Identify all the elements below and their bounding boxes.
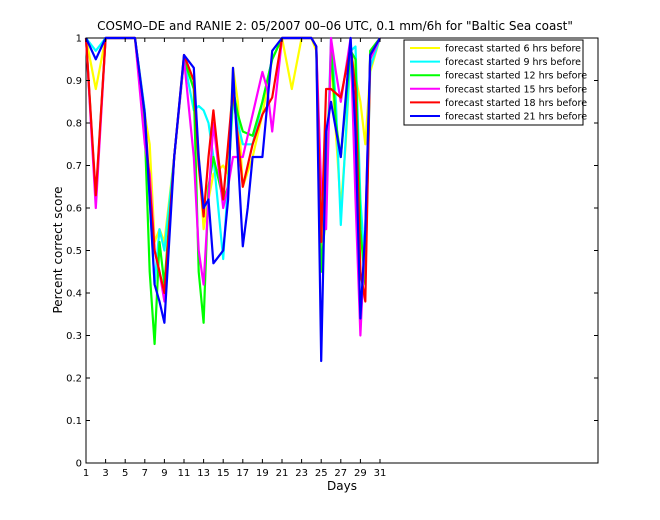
x-tick-label: 19 [256,468,269,479]
legend-entry: forecast started 18 hrs before [445,98,587,109]
x-tick-label: 7 [142,468,148,479]
y-tick-label: 0.7 [66,161,82,172]
legend-entry: forecast started 15 hrs before [445,84,587,95]
y-tick-label: 0.8 [66,119,82,130]
x-tick-label: 25 [315,468,328,479]
x-tick-label: 23 [295,468,308,479]
x-tick-label: 9 [161,468,167,479]
x-axis-label: Days [327,479,357,493]
x-tick-label: 11 [178,468,191,479]
y-tick-label: 0.6 [66,204,82,215]
y-tick-label: 0.2 [66,374,82,385]
x-tick-label: 21 [276,468,289,479]
legend: forecast started 6 hrs before forecast st… [403,39,587,126]
x-tick-label: 1 [83,468,89,479]
x-tick-label: 3 [102,468,108,479]
x-tick-label: 27 [334,468,347,479]
x-tick-label: 5 [122,468,128,479]
y-tick-label: 1 [76,34,82,45]
series-layer [84,36,382,363]
y-tick-label: 0.4 [66,289,82,300]
x-axis: 1 3 5 7 9 11 13 15 17 19 21 23 25 27 29 31 [83,38,387,479]
y-tick-label: 0.5 [66,246,82,257]
legend-entry: forecast started 9 hrs before [445,57,581,68]
chart-title: COSMO–DE and RANIE 2: 05/2007 00–06 UTC,… [97,19,573,33]
x-tick-label: 15 [217,468,230,479]
legend-entry: forecast started 6 hrs before [445,44,581,55]
x-tick-label: 17 [236,468,249,479]
legend-entry: forecast started 12 hrs before [445,71,587,82]
x-tick-label: 13 [197,468,210,479]
y-axis: 0 0.1 0.2 0.3 0.4 0.5 0.6 0.7 0.8 0.9 1 [66,34,598,470]
legend-entry: forecast started 21 hrs before [445,112,587,123]
y-tick-label: 0.1 [66,416,82,427]
y-tick-label: 0 [76,459,82,470]
x-tick-label: 31 [374,468,387,479]
y-tick-label: 0.9 [66,76,82,87]
y-axis-label: Percent correct score [51,186,65,313]
series-line-6 [85,36,381,363]
y-tick-label: 0.3 [66,331,82,342]
x-tick-label: 29 [354,468,367,479]
legend-box [403,39,584,126]
